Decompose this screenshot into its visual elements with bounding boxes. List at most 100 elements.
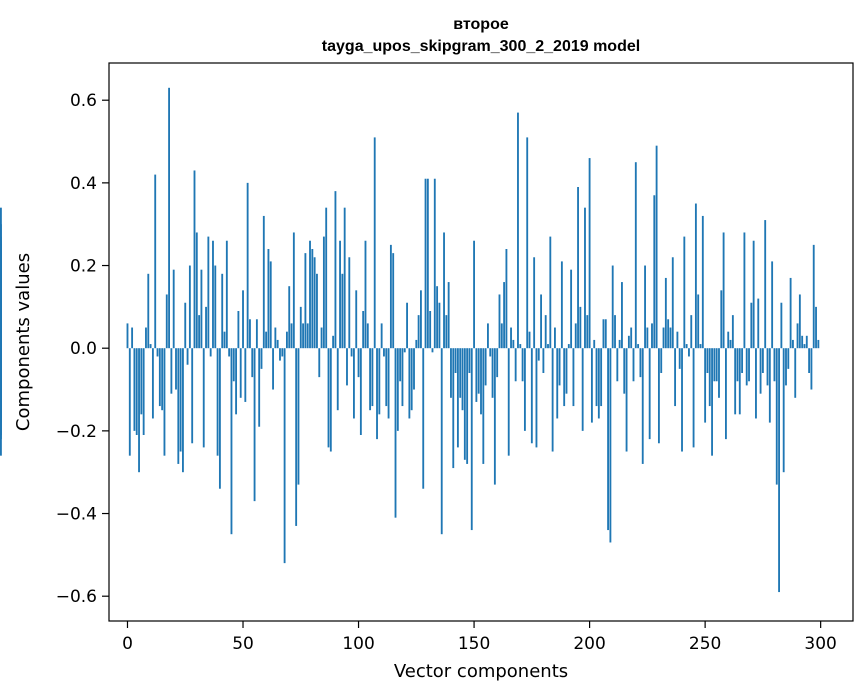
bar-235 <box>669 327 672 349</box>
bar-230 <box>657 348 660 444</box>
bar-194 <box>574 323 577 349</box>
bar-127 <box>420 290 422 349</box>
bar-110 <box>380 323 383 349</box>
bar-238 <box>676 331 679 349</box>
bar-290 <box>796 323 799 349</box>
x-tick-label: 200 <box>573 634 605 654</box>
bar-206 <box>602 319 605 349</box>
bar-120 <box>403 348 406 353</box>
bar-292 <box>801 335 804 349</box>
bar-248 <box>699 344 702 349</box>
bar-232 <box>662 327 665 349</box>
bar-296 <box>810 348 813 390</box>
bar-188 <box>560 261 563 349</box>
bar-22 <box>177 348 180 464</box>
bar-218 <box>630 327 633 349</box>
bar-13 <box>156 348 159 357</box>
bar-55 <box>253 348 256 502</box>
bar-246 <box>694 203 697 349</box>
bar-243 <box>688 348 690 357</box>
bar-21 <box>175 348 177 390</box>
bar-140 <box>450 348 452 398</box>
bar-270 <box>750 302 753 349</box>
bar-90 <box>334 191 337 349</box>
bar-186 <box>556 348 559 419</box>
bar-233 <box>664 277 667 349</box>
x-ticks-group: 0 50 100 150 200 250 300 <box>122 621 837 654</box>
bar-255 <box>715 348 718 382</box>
bar-76 <box>302 323 305 349</box>
bar-208 <box>607 348 610 531</box>
y-tick-label: 0.2 <box>70 257 97 277</box>
bar-89 <box>332 335 335 349</box>
x-tick-label: 100 <box>342 634 374 654</box>
bar-11 <box>151 348 154 419</box>
bar-269 <box>748 348 750 382</box>
bar-271 <box>752 240 755 349</box>
bar-257 <box>720 290 723 349</box>
bar-49 <box>239 348 242 398</box>
bar-123 <box>410 348 413 411</box>
bar-65 <box>276 339 279 349</box>
bar-33 <box>202 348 205 448</box>
bar-165 <box>507 348 510 456</box>
x-tick-label: 150 <box>458 634 490 654</box>
bar-294 <box>805 335 808 349</box>
bar-189 <box>563 348 566 407</box>
bar-170 <box>519 344 522 349</box>
bar-192 <box>570 269 573 349</box>
bar-144 <box>459 348 462 398</box>
bar-47 <box>235 348 238 415</box>
bar-undefined <box>0 323 2 349</box>
bar-275 <box>761 348 764 373</box>
bar-264 <box>736 348 739 382</box>
y-tick-label: 0.6 <box>70 91 97 111</box>
bar-68 <box>283 348 286 564</box>
bar-204 <box>597 348 600 419</box>
bar-274 <box>759 348 762 394</box>
bar-12 <box>154 174 157 349</box>
bar-43 <box>225 240 228 349</box>
bar-39 <box>216 348 219 456</box>
bar-130 <box>426 178 429 349</box>
bars-group <box>0 87 820 593</box>
bar-217 <box>627 335 630 349</box>
bar-191 <box>567 344 570 349</box>
bar-20 <box>172 269 175 349</box>
bar-151 <box>475 348 478 402</box>
bar-216 <box>625 348 628 452</box>
bar-40 <box>218 348 221 489</box>
bar-281 <box>775 348 778 485</box>
x-tick-label: 50 <box>232 634 254 654</box>
bar-291 <box>798 294 801 349</box>
bar-153 <box>480 348 482 415</box>
bar-86 <box>325 207 328 349</box>
bar-163 <box>503 282 506 349</box>
y-tick-label: −0.2 <box>56 422 97 442</box>
bar-24 <box>182 348 184 473</box>
bar-228 <box>653 195 656 349</box>
bar-70 <box>288 286 291 349</box>
bar-60 <box>265 331 268 349</box>
bar-69 <box>285 331 288 349</box>
bar-155 <box>484 348 487 386</box>
y-ticks-group: −0.6 −0.4 −0.2 0.0 0.2 0.4 0.6 <box>56 91 109 607</box>
bar-185 <box>554 327 556 349</box>
bar-26 <box>186 348 189 365</box>
bar-114 <box>389 244 392 349</box>
bar-289 <box>794 348 797 398</box>
bar-46 <box>232 348 235 382</box>
bar-272 <box>755 348 757 419</box>
bar-237 <box>674 348 677 407</box>
bar-142 <box>454 348 457 373</box>
bar-30 <box>195 232 198 349</box>
bar-249 <box>701 215 704 349</box>
bar-247 <box>697 294 700 349</box>
bar-260 <box>727 331 730 349</box>
bar-131 <box>429 311 432 349</box>
bar-156 <box>487 323 489 349</box>
bar-58 <box>260 348 263 369</box>
bar-94 <box>343 207 346 349</box>
bar-50 <box>242 290 244 349</box>
